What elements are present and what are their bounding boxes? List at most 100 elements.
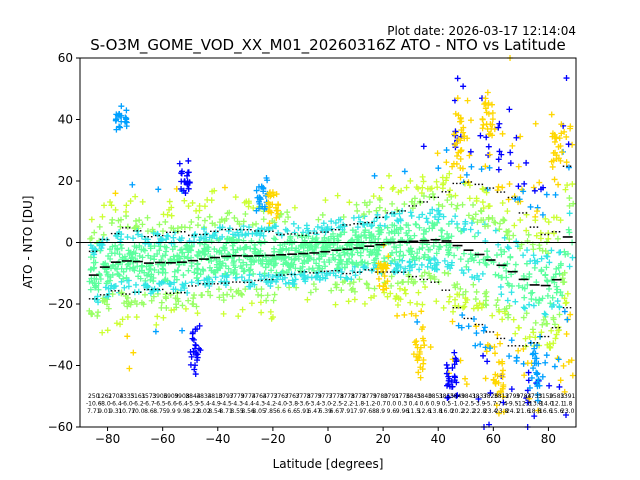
scatter-point bbox=[465, 323, 472, 330]
scatter-point bbox=[411, 195, 418, 202]
scatter-point bbox=[500, 399, 507, 406]
scatter-point bbox=[154, 231, 161, 238]
bin-stat-label: 9.01 bbox=[98, 408, 112, 415]
scatter-point bbox=[262, 264, 269, 271]
scatter-point bbox=[264, 292, 271, 299]
scatter-point bbox=[125, 247, 132, 254]
scatter-point bbox=[95, 299, 102, 306]
scatter-point bbox=[394, 261, 401, 268]
scatter-point bbox=[150, 229, 157, 236]
cluster-point bbox=[443, 370, 450, 377]
scatter-point bbox=[107, 256, 114, 263]
scatter-point bbox=[484, 358, 491, 365]
scatter-point bbox=[194, 261, 201, 268]
scatter-point bbox=[460, 270, 467, 277]
scatter-point bbox=[473, 330, 480, 337]
y-tick-label: −40 bbox=[48, 359, 73, 373]
cluster-point bbox=[413, 338, 420, 345]
scatter-point bbox=[524, 237, 531, 244]
scatter-point bbox=[515, 282, 522, 289]
scatter-point bbox=[181, 285, 188, 292]
scatter-point bbox=[547, 300, 554, 307]
scatter-point bbox=[318, 224, 325, 231]
cluster-point bbox=[454, 392, 461, 399]
scatter-point bbox=[433, 250, 440, 257]
scatter-point bbox=[467, 148, 474, 155]
cluster-point bbox=[385, 253, 392, 260]
scatter-point bbox=[119, 316, 126, 323]
scatter-point bbox=[530, 252, 537, 259]
scatter-point bbox=[487, 389, 494, 396]
scatter-point bbox=[232, 194, 239, 201]
cluster-point bbox=[381, 273, 388, 280]
scatter-point bbox=[197, 271, 204, 278]
scatter-point bbox=[532, 120, 539, 127]
scatter-point bbox=[328, 225, 335, 232]
scatter-point bbox=[135, 273, 142, 280]
scatter-point bbox=[447, 244, 454, 251]
cluster-point bbox=[412, 312, 419, 319]
scatter-point bbox=[97, 275, 104, 282]
scatter-point bbox=[462, 220, 469, 227]
scatter-point bbox=[312, 286, 319, 293]
scatter-point bbox=[403, 184, 410, 191]
scatter-point bbox=[507, 160, 514, 167]
scatter-point bbox=[248, 300, 255, 307]
cluster-point bbox=[187, 361, 194, 368]
bin-stat-label: -3.6 bbox=[297, 400, 309, 407]
bin-stat-label: 3777 bbox=[262, 393, 277, 400]
bin-stat-label: 0.9 bbox=[431, 400, 441, 407]
scatter-point bbox=[157, 243, 164, 250]
scatter-point bbox=[531, 187, 538, 194]
cluster-point bbox=[534, 397, 541, 404]
scatter-point bbox=[397, 224, 404, 231]
scatter-point bbox=[517, 217, 524, 224]
scatter-point bbox=[88, 311, 95, 318]
bin-stat-label: 3855 bbox=[439, 393, 454, 400]
bin-stat-label: 3779 bbox=[229, 393, 244, 400]
scatter-point bbox=[524, 247, 531, 254]
scatter-point bbox=[168, 307, 175, 314]
scatter-point bbox=[120, 268, 127, 275]
bin-stat-label: 22.8 bbox=[473, 408, 487, 415]
scatter-point bbox=[104, 271, 111, 278]
scatter-point bbox=[544, 292, 551, 299]
scatter-point bbox=[409, 248, 416, 255]
bin-stat-label: -5.4 bbox=[198, 400, 210, 407]
cluster-point bbox=[185, 185, 192, 192]
scatter-point bbox=[130, 249, 137, 256]
bin-stat-label: 3159 bbox=[538, 393, 553, 400]
bin-stat-label: 1.8 bbox=[563, 400, 573, 407]
cluster-point bbox=[191, 366, 198, 373]
scatter-point bbox=[158, 299, 165, 306]
scatter-point bbox=[495, 156, 502, 163]
cluster-point bbox=[444, 394, 451, 401]
scatter-point bbox=[282, 218, 289, 225]
scatter-point bbox=[130, 349, 137, 356]
scatter-point bbox=[521, 372, 528, 379]
scatter-point bbox=[184, 255, 191, 262]
scatter-point bbox=[156, 221, 163, 228]
cluster-point bbox=[489, 132, 496, 139]
scatter-point bbox=[496, 148, 503, 155]
scatter-point bbox=[107, 198, 114, 205]
scatter-point bbox=[351, 296, 358, 303]
cluster-point bbox=[269, 189, 276, 196]
scatter-point bbox=[556, 311, 563, 318]
scatter-point bbox=[214, 266, 221, 273]
scatter-point bbox=[553, 265, 560, 272]
scatter-point bbox=[475, 229, 482, 236]
bin-stat-label: 8.9 bbox=[376, 408, 386, 415]
scatter-point bbox=[280, 261, 287, 268]
scatter-point bbox=[523, 159, 530, 166]
scatter-point bbox=[300, 229, 307, 236]
scatter-point bbox=[132, 297, 139, 304]
scatter-point bbox=[146, 266, 153, 273]
scatter-point bbox=[102, 260, 109, 267]
x-tick-label: 40 bbox=[431, 432, 446, 446]
scatter-point bbox=[162, 252, 169, 259]
scatter-point bbox=[431, 273, 438, 280]
scatter-point bbox=[113, 320, 120, 327]
scatter-point bbox=[132, 281, 139, 288]
scatter-point bbox=[185, 249, 192, 256]
